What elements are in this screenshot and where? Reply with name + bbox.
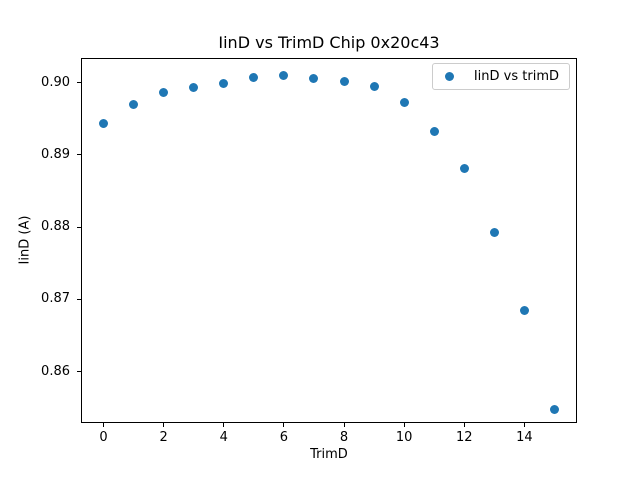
data-point bbox=[309, 73, 319, 83]
x-tick bbox=[223, 423, 225, 427]
y-tick-label: 0.86 bbox=[41, 363, 70, 379]
data-point bbox=[339, 76, 349, 86]
data-point bbox=[489, 227, 499, 237]
y-tick-label: 0.87 bbox=[41, 291, 70, 307]
x-tick-label: 10 bbox=[395, 430, 413, 445]
x-tick bbox=[163, 423, 165, 427]
x-tick-label: 2 bbox=[159, 430, 168, 445]
data-point bbox=[249, 73, 259, 82]
y-tick-label: 0.88 bbox=[41, 219, 70, 235]
data-point bbox=[189, 83, 199, 93]
legend: IinD vs trimD bbox=[431, 63, 570, 90]
chart-title: IinD vs TrimD Chip 0x20c43 bbox=[218, 33, 440, 52]
y-tick-label: 0.89 bbox=[41, 146, 70, 162]
data-point bbox=[519, 306, 529, 316]
x-tick-label: 8 bbox=[339, 430, 349, 445]
data-point bbox=[159, 88, 169, 98]
data-point bbox=[549, 404, 559, 414]
x-tick bbox=[523, 423, 525, 427]
y-tick bbox=[77, 298, 81, 300]
x-tick-label: 14 bbox=[516, 430, 533, 445]
x-tick bbox=[343, 423, 345, 427]
legend-marker-icon bbox=[444, 72, 454, 81]
x-tick-label: 4 bbox=[219, 430, 228, 445]
data-point bbox=[219, 78, 229, 88]
x-tick-label: 6 bbox=[279, 430, 289, 445]
plot-area bbox=[81, 58, 577, 423]
x-axis-label: TrimD bbox=[310, 447, 348, 462]
data-point bbox=[429, 126, 439, 136]
data-point bbox=[99, 118, 109, 128]
x-tick-label: 12 bbox=[455, 430, 473, 445]
x-tick bbox=[463, 423, 465, 427]
data-point bbox=[279, 70, 289, 80]
data-point bbox=[369, 82, 379, 92]
y-tick bbox=[77, 82, 81, 84]
x-tick bbox=[103, 423, 105, 427]
x-tick bbox=[283, 423, 285, 427]
y-tick-label: 0.90 bbox=[41, 74, 70, 90]
y-tick bbox=[77, 226, 81, 228]
y-tick bbox=[77, 154, 81, 156]
x-tick-label: 0 bbox=[99, 430, 108, 445]
data-point bbox=[459, 164, 469, 174]
legend-label: IinD vs trimD bbox=[473, 69, 559, 84]
x-tick bbox=[403, 423, 405, 427]
y-axis-label: IinD (A) bbox=[17, 215, 33, 265]
data-point bbox=[129, 100, 139, 110]
y-tick bbox=[77, 371, 81, 373]
data-point bbox=[399, 98, 409, 108]
